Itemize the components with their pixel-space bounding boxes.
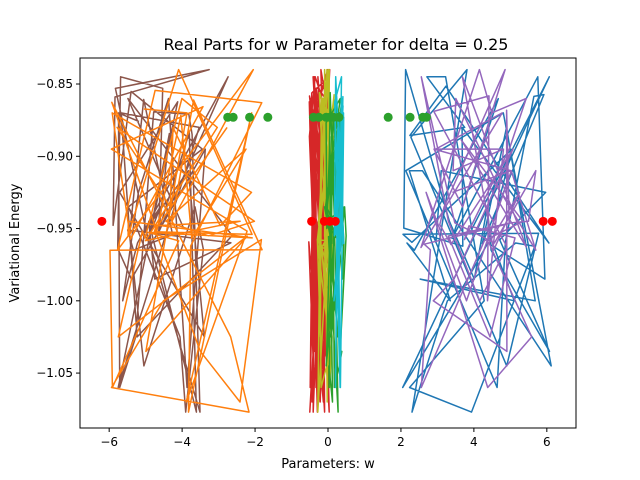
y-axis-ticks: −0.85 −0.90 −0.95 −1.00 −1.05 (36, 77, 80, 380)
y-tick-label: −0.95 (36, 222, 73, 236)
data-point (330, 216, 340, 226)
y-tick-label: −1.00 (36, 294, 73, 308)
series-line-5 (323, 91, 347, 413)
chart-title: Real Parts for w Parameter for delta = 0… (164, 35, 509, 54)
data-point (245, 112, 255, 122)
data-point (547, 216, 557, 226)
data-point (228, 112, 238, 122)
series-line-8 (420, 68, 537, 389)
y-tick-label: −0.85 (36, 77, 73, 91)
data-point (263, 112, 273, 122)
series-line-2 (109, 68, 263, 413)
data-point (334, 112, 344, 122)
x-axis-ticks: −6 −4 −2 0 2 4 6 (100, 428, 551, 449)
series-line-7 (401, 68, 552, 413)
data-point (405, 112, 415, 122)
series-line-6 (333, 76, 345, 389)
y-axis-label: Variational Energy (8, 183, 23, 302)
marker-layer (97, 112, 557, 226)
x-tick-label: −2 (246, 435, 264, 449)
data-point (421, 112, 431, 122)
x-tick-label: 0 (324, 435, 332, 449)
data-point (97, 216, 107, 226)
y-tick-label: −1.05 (36, 366, 73, 380)
data-point (307, 216, 317, 226)
x-axis-label: Parameters: w (281, 457, 375, 472)
data-point (314, 112, 324, 122)
x-tick-label: −4 (173, 435, 191, 449)
x-tick-label: 2 (397, 435, 405, 449)
data-point (383, 112, 393, 122)
x-tick-label: 6 (543, 435, 551, 449)
x-tick-label: −6 (100, 435, 118, 449)
y-tick-label: −0.90 (36, 149, 73, 163)
series-layer (109, 68, 552, 413)
data-point (538, 216, 548, 226)
x-tick-label: 4 (470, 435, 478, 449)
